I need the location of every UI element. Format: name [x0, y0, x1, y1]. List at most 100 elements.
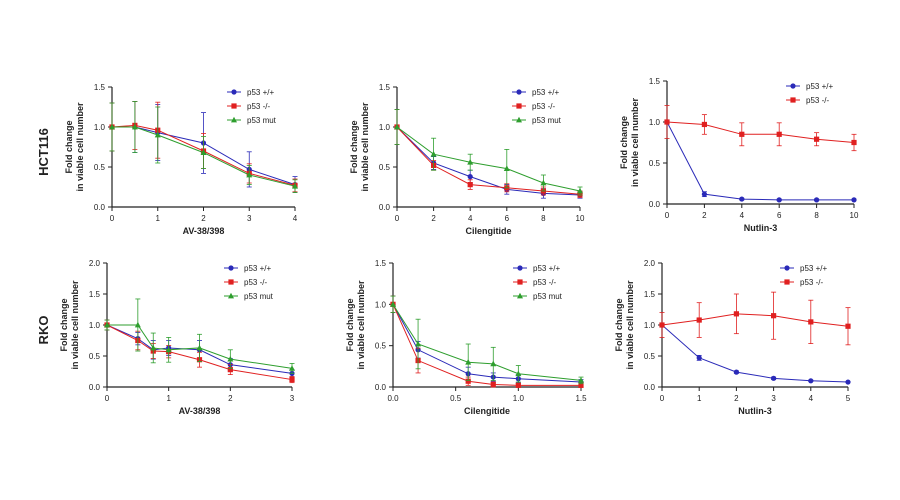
legend-label-ko: p53 -/- — [800, 278, 823, 287]
legend-marker-wt — [517, 265, 523, 271]
y-tick-label: 0.0 — [649, 200, 661, 209]
x-tick-label: 0 — [105, 394, 110, 403]
data-point-mut — [131, 123, 138, 130]
data-point-ko — [696, 317, 702, 323]
legend-marker-ko — [517, 279, 523, 285]
data-point-mut — [292, 183, 298, 189]
y-axis-label-line-1: Fold change — [349, 120, 359, 173]
legend-label-wt: p53 +/+ — [247, 88, 274, 97]
legend-marker-wt — [228, 265, 234, 271]
legend-label-ko: p53 -/- — [244, 278, 267, 287]
legend-label-mut: p53 mut — [244, 292, 274, 301]
y-tick-label: 1.5 — [375, 259, 387, 268]
legend-label-mut: p53 mut — [247, 116, 277, 125]
x-tick-label: 4 — [468, 214, 473, 223]
x-tick-label: 2 — [734, 394, 739, 403]
data-point-ko — [664, 119, 670, 125]
y-axis-label-line-2: in viable cell number — [360, 102, 370, 192]
data-point-mut — [246, 171, 253, 178]
legend-label-wt: p53 +/+ — [533, 264, 560, 273]
legend-label-wt: p53 +/+ — [806, 82, 833, 91]
data-point-mut — [430, 151, 437, 157]
data-point-wt — [467, 174, 473, 180]
x-tick-label: 8 — [541, 214, 546, 223]
chart-0-0: 0.0 0.5 1.0 1.5 0 1 2 3 4 AV-38/398 Fold change in … — [64, 83, 298, 236]
data-point-mut — [289, 365, 295, 371]
series-ko — [664, 105, 857, 152]
chart-1-2: 0.0 0.5 1.0 1.5 2.0 0 1 2 3 4 5 Nutlin-3 Fold change… — [614, 259, 851, 416]
y-tick-label: 1.0 — [375, 300, 387, 309]
x-tick-label: 2 — [201, 214, 206, 223]
x-axis-label: AV-38/398 — [179, 406, 221, 416]
data-point-mut — [578, 377, 584, 383]
y-tick-label: 0.0 — [379, 203, 391, 212]
data-point-wt — [696, 355, 702, 361]
x-tick-label: 1 — [166, 394, 171, 403]
x-tick-label: 4 — [293, 214, 298, 223]
series-line-mut — [392, 304, 582, 381]
data-point-mut — [227, 355, 234, 362]
data-point-wt — [776, 197, 782, 203]
series-mut — [394, 109, 583, 196]
series-ko — [390, 295, 584, 388]
data-point-mut — [390, 301, 396, 307]
data-point-mut — [490, 360, 497, 367]
y-tick-label: 1.0 — [649, 118, 661, 127]
series-line-ko — [396, 126, 581, 195]
data-point-mut — [196, 344, 203, 351]
x-tick-label: 4 — [809, 394, 814, 403]
data-point-mut — [415, 340, 422, 347]
y-tick-label: 0.0 — [89, 383, 101, 392]
legend: p53 +/+ p53 -/- — [786, 82, 833, 105]
legend-label-wt: p53 +/+ — [532, 88, 559, 97]
chart-0-1: 0.0 0.5 1.0 1.5 0 2 4 6 8 10 Cilengitide Fold chang… — [349, 83, 585, 236]
x-tick-label: 1 — [156, 214, 161, 223]
legend-marker-ko — [784, 279, 790, 285]
x-tick-label: 8 — [814, 211, 819, 220]
data-point-wt — [814, 197, 820, 203]
data-point-mut — [200, 149, 207, 155]
series-line-wt — [666, 121, 854, 201]
data-point-ko — [465, 378, 471, 384]
y-tick-label: 1.5 — [649, 77, 661, 86]
x-axis-label: Cilengitide — [465, 226, 511, 236]
x-tick-label: 2 — [228, 394, 233, 403]
legend-marker-wt — [784, 265, 790, 271]
x-axis-label: Nutlin-3 — [744, 223, 778, 233]
data-point-wt — [851, 197, 857, 203]
data-point-ko — [701, 121, 707, 128]
series-line-wt — [392, 304, 582, 383]
data-point-ko — [845, 323, 851, 329]
data-point-wt — [701, 191, 708, 197]
series-line-ko — [111, 124, 296, 186]
y-tick-label: 0.5 — [649, 159, 661, 168]
data-point-ko — [515, 382, 521, 388]
series-line-ko — [666, 121, 855, 143]
x-tick-label: 0.5 — [450, 394, 462, 403]
x-tick-label: 2 — [702, 211, 707, 220]
y-tick-label: 0.0 — [94, 203, 106, 212]
legend-label-mut: p53 mut — [532, 116, 562, 125]
series-line-wt — [396, 126, 581, 196]
y-tick-label: 1.0 — [644, 321, 656, 330]
data-point-mut — [394, 123, 400, 130]
data-point-mut — [467, 159, 474, 165]
series-mut — [104, 298, 295, 374]
y-axis-label-line-1: Fold change — [614, 298, 624, 351]
data-point-ko — [814, 136, 820, 142]
x-tick-label: 1.0 — [513, 394, 525, 403]
data-point-mut — [515, 370, 522, 377]
y-tick-label: 1.5 — [644, 290, 656, 299]
x-tick-label: 1 — [697, 394, 702, 403]
data-point-ko — [289, 376, 295, 383]
data-point-ko — [851, 139, 857, 146]
series-line-ko — [661, 313, 849, 327]
legend-label-ko: p53 -/- — [806, 96, 829, 105]
data-point-ko — [227, 367, 233, 373]
legend: p53 +/+ p53 -/- p53 mut — [227, 88, 277, 125]
data-point-wt — [845, 379, 851, 385]
legend-marker-mut — [516, 116, 522, 123]
y-axis-label-line-2: in viable cell number — [70, 280, 80, 370]
y-axis-label-line-2: in viable cell number — [356, 280, 366, 370]
